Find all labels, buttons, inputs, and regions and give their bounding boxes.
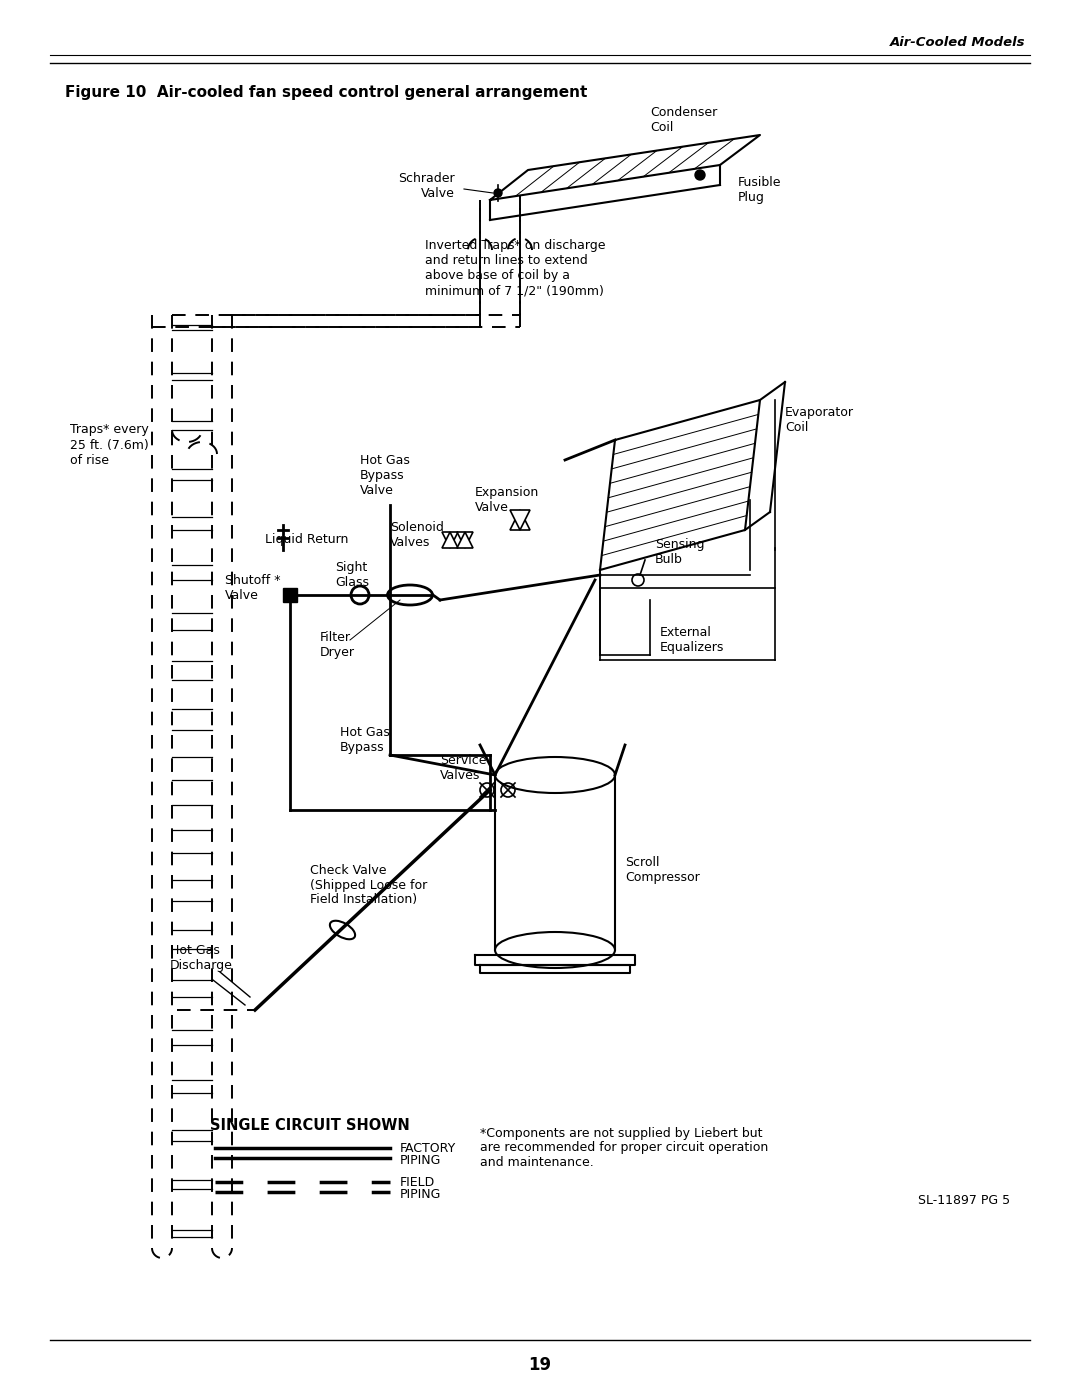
Text: Sensing
Bulb: Sensing Bulb [654,538,704,566]
Text: Inverted Traps* on discharge
and return lines to extend
above base of coil by a
: Inverted Traps* on discharge and return … [426,239,606,298]
Text: SL-11897 PG 5: SL-11897 PG 5 [918,1193,1010,1207]
Text: *Components are not supplied by Liebert but
are recommended for proper circuit o: *Components are not supplied by Liebert … [480,1126,768,1169]
Polygon shape [510,510,530,529]
Polygon shape [510,510,530,529]
Text: Schrader
Valve: Schrader Valve [399,172,455,200]
Text: PIPING: PIPING [400,1154,442,1166]
Text: External
Equalizers: External Equalizers [660,626,725,654]
Circle shape [696,170,705,180]
Polygon shape [442,532,458,548]
Text: Solenoid
Valves: Solenoid Valves [390,521,444,549]
Text: SINGLE CIRCUIT SHOWN: SINGLE CIRCUIT SHOWN [211,1118,410,1133]
Text: Condenser
Coil: Condenser Coil [650,106,717,134]
Text: Traps* every
25 ft. (7.6m)
of rise: Traps* every 25 ft. (7.6m) of rise [70,423,149,467]
Text: FACTORY: FACTORY [400,1141,456,1154]
Text: Fusible
Plug: Fusible Plug [738,176,782,204]
Text: Shutoff *
Valve: Shutoff * Valve [225,574,281,602]
Circle shape [494,189,502,197]
Text: Air-Cooled Models: Air-Cooled Models [890,36,1025,49]
Text: Figure 10  Air-cooled fan speed control general arrangement: Figure 10 Air-cooled fan speed control g… [65,84,588,99]
Text: Service
Valves: Service Valves [440,754,486,782]
Text: PIPING: PIPING [400,1187,442,1200]
Polygon shape [457,532,473,548]
Text: Hot Gas
Bypass
Valve: Hot Gas Bypass Valve [360,454,410,496]
Bar [283,588,297,602]
Text: Scroll
Compressor: Scroll Compressor [625,856,700,884]
Text: FIELD: FIELD [400,1175,435,1189]
Text: Liquid Return: Liquid Return [265,534,349,546]
Polygon shape [457,532,473,548]
Text: Filter
Dryer: Filter Dryer [320,631,355,659]
Text: Hot Gas
Discharge: Hot Gas Discharge [170,944,233,972]
Text: Expansion
Valve: Expansion Valve [475,486,539,514]
Text: 19: 19 [528,1356,552,1375]
Text: Evaporator
Coil: Evaporator Coil [785,407,854,434]
Text: Check Valve
(Shipped Loose for
Field Installation): Check Valve (Shipped Loose for Field Ins… [310,863,428,907]
Text: Sight
Glass: Sight Glass [335,562,369,590]
Polygon shape [442,532,458,548]
Text: Hot Gas
Bypass: Hot Gas Bypass [340,726,390,754]
